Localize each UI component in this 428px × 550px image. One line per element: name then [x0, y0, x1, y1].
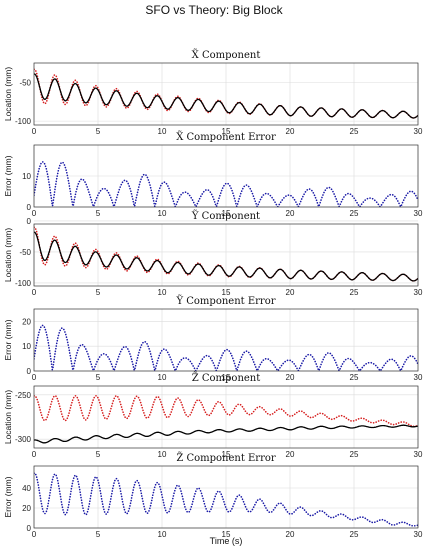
panel-title: Z̃ Component Error: [176, 452, 276, 464]
x-tick-label: 0: [32, 288, 37, 297]
x-tick-label: 20: [286, 209, 295, 218]
x-tick-label: 25: [350, 288, 359, 297]
x-tick-label: 30: [414, 288, 423, 297]
y-axis-label: Error (mm): [3, 155, 13, 196]
x-tick-label: 25: [350, 450, 359, 459]
x-tick-label: 25: [350, 530, 359, 539]
x-tick-label: 30: [414, 530, 423, 539]
x-tick-label: 10: [158, 127, 167, 136]
panel-title: Z̃ Component: [192, 372, 261, 384]
axes-frame: [33, 465, 419, 529]
x-tick-label: 10: [158, 209, 167, 218]
series-line-blue: [34, 472, 418, 527]
y-tick-label: -50: [19, 248, 31, 257]
x-tick-label: 10: [158, 288, 167, 297]
x-tick-label: 5: [96, 209, 101, 218]
series-line-blue: [34, 324, 418, 371]
x-tick-label: 0: [32, 209, 37, 218]
x-tick-label: 20: [286, 127, 295, 136]
x-tick-label: 25: [350, 373, 359, 382]
x-tick-label: 5: [96, 530, 101, 539]
x-tick-label: 5: [96, 450, 101, 459]
y-tick-label: -50: [19, 78, 31, 87]
y-axis-label: Location (mm): [3, 390, 13, 444]
panel-4: Ỹ Component Error 0 5 10 15 20 25 30 0 10 20 Error …: [3, 295, 423, 382]
x-tick-label: 25: [350, 127, 359, 136]
x-tick-label: 15: [222, 530, 231, 539]
y-tick-label: 0: [27, 367, 32, 376]
x-tick-label: 15: [222, 450, 231, 459]
y-tick-label: -250: [15, 391, 32, 400]
x-tick-label: 0: [32, 450, 37, 459]
y-tick-label: 20: [22, 504, 31, 513]
x-axis-label: Time (s): [210, 536, 243, 546]
x-tick-label: 20: [286, 288, 295, 297]
panel-5: Z̃ Component 0 5 10 15 20 25 30 -250 -300Location…: [3, 372, 423, 459]
x-tick-label: 10: [158, 373, 167, 382]
x-tick-label: 5: [96, 288, 101, 297]
y-tick-label: 0: [27, 217, 32, 226]
panel-6: Z̃ Component Error 0 5 10 15 20 25 30 0 20 40 Error…: [3, 452, 423, 539]
x-tick-label: 15: [222, 209, 231, 218]
axes-frame: [33, 385, 419, 449]
axes-frame: [33, 144, 419, 208]
panel-2: X̃ Component Error 0 5 10 15 20 25 30 0 10 Error (…: [3, 131, 423, 218]
x-tick-label: 0: [32, 530, 37, 539]
x-tick-label: 30: [414, 450, 423, 459]
y-tick-label: 10: [22, 172, 31, 181]
y-tick-label: -100: [15, 279, 32, 288]
y-tick-label: 10: [22, 342, 31, 351]
series-line-blue: [34, 161, 418, 207]
y-axis-label: Location (mm): [3, 67, 13, 121]
x-tick-label: 0: [32, 127, 37, 136]
panel-3: Ỹ Component 0 5 10 15 20 25 30 0 -50 -100Location …: [3, 210, 423, 297]
y-tick-label: -300: [15, 435, 32, 444]
x-tick-label: 20: [286, 450, 295, 459]
series-line-black: [34, 73, 418, 119]
y-tick-label: 0: [27, 203, 32, 212]
x-tick-label: 5: [96, 373, 101, 382]
x-tick-label: 30: [414, 127, 423, 136]
panel-title: Ỹ Component: [191, 210, 260, 222]
series-line-black: [34, 424, 418, 444]
panel-title: X̃ Component Error: [176, 131, 276, 143]
y-axis-label: Error (mm): [3, 476, 13, 517]
x-tick-label: 30: [414, 373, 423, 382]
x-tick-label: 10: [158, 530, 167, 539]
x-tick-label: 30: [414, 209, 423, 218]
x-tick-label: 15: [222, 127, 231, 136]
y-axis-label: Error (mm): [3, 319, 13, 360]
series-line-red: [34, 394, 418, 428]
x-tick-label: 10: [158, 450, 167, 459]
axes-frame: [33, 223, 419, 287]
y-tick-label: -100: [15, 117, 32, 126]
panel-title: Ỹ Component Error: [175, 295, 275, 307]
y-tick-label: 0: [27, 524, 32, 533]
figure-title: SFO vs Theory: Big Block: [145, 3, 283, 17]
panel-1: X̃ Component 0 5 10 15 20 25 30 -50 -100Location …: [3, 49, 423, 136]
x-tick-label: 0: [32, 373, 37, 382]
y-axis-label: Location (mm): [3, 228, 13, 282]
x-tick-label: 20: [286, 373, 295, 382]
x-tick-label: 20: [286, 530, 295, 539]
axes-frame: [33, 308, 419, 372]
series-line-black: [34, 231, 418, 282]
panel-title: X̃ Component: [192, 49, 261, 61]
x-tick-label: 5: [96, 127, 101, 136]
y-tick-label: 20: [22, 317, 31, 326]
x-tick-label: 15: [222, 373, 231, 382]
x-tick-label: 15: [222, 288, 231, 297]
y-tick-label: 40: [22, 484, 31, 493]
axes-frame: [33, 62, 419, 126]
x-tick-label: 25: [350, 209, 359, 218]
